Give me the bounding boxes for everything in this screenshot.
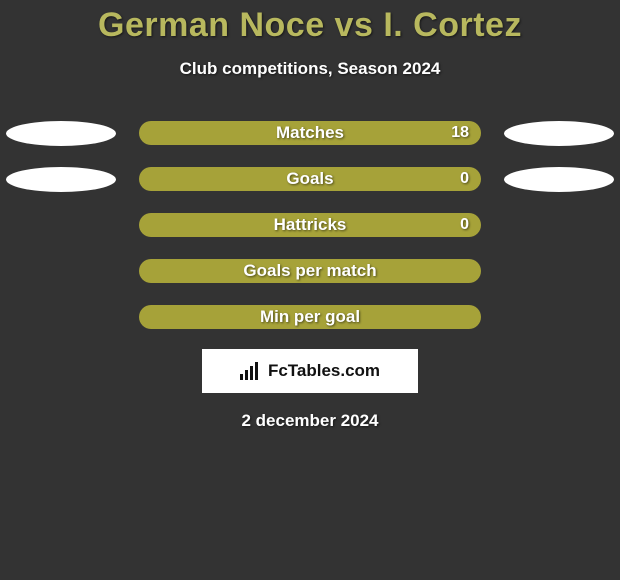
bars-icon xyxy=(240,362,262,380)
stat-value: 0 xyxy=(460,170,469,188)
stat-row: Matches 18 xyxy=(0,121,620,145)
comparison-card: German Noce vs I. Cortez Club competitio… xyxy=(0,0,620,580)
stat-row: Goals 0 xyxy=(0,167,620,191)
stat-bar: Hattricks 0 xyxy=(139,213,481,237)
stat-bar: Matches 18 xyxy=(139,121,481,145)
logo-box: FcTables.com xyxy=(202,349,418,393)
subtitle: Club competitions, Season 2024 xyxy=(0,59,620,79)
player-left-ellipse xyxy=(6,167,116,192)
stat-value: 18 xyxy=(451,124,469,142)
stat-bar: Min per goal xyxy=(139,305,481,329)
stat-label: Goals xyxy=(286,169,333,189)
logo-text: FcTables.com xyxy=(268,361,380,381)
player-left-ellipse xyxy=(6,121,116,146)
stat-value: 0 xyxy=(460,216,469,234)
stat-label: Goals per match xyxy=(243,261,376,281)
stat-row: Min per goal xyxy=(0,305,620,329)
player-right-ellipse xyxy=(504,167,614,192)
player-right-ellipse xyxy=(504,121,614,146)
stat-row: Goals per match xyxy=(0,259,620,283)
stat-row: Hattricks 0 xyxy=(0,213,620,237)
stat-label: Hattricks xyxy=(274,215,347,235)
date-label: 2 december 2024 xyxy=(0,411,620,431)
stat-label: Min per goal xyxy=(260,307,360,327)
stats-list: Matches 18 Goals 0 Hattricks 0 Goals per match… xyxy=(0,121,620,329)
stat-label: Matches xyxy=(276,123,344,143)
page-title: German Noce vs I. Cortez xyxy=(0,6,620,45)
stat-bar: Goals 0 xyxy=(139,167,481,191)
stat-bar: Goals per match xyxy=(139,259,481,283)
